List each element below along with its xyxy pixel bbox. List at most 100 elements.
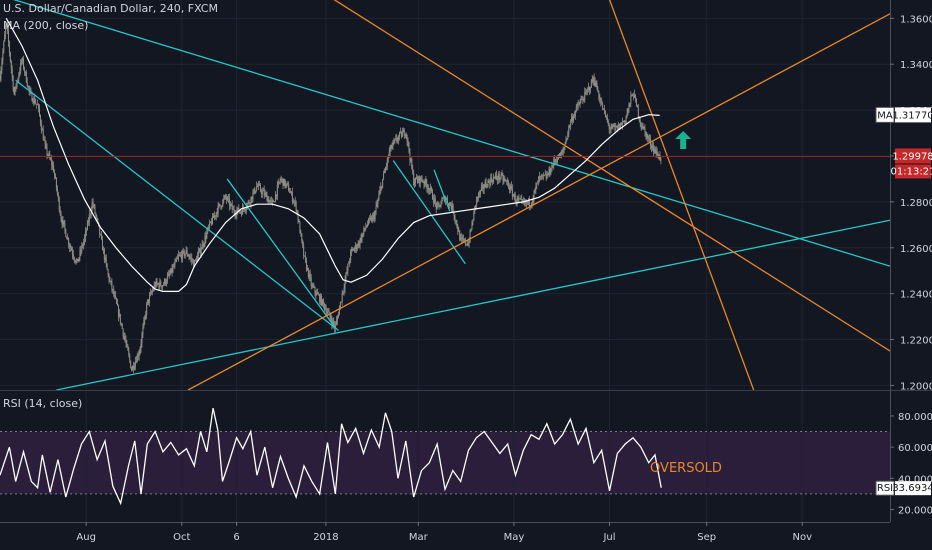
candle-body bbox=[465, 243, 467, 245]
candle-body bbox=[53, 164, 55, 172]
candle-body bbox=[48, 154, 50, 156]
candle-body bbox=[224, 195, 226, 199]
candle-body bbox=[316, 292, 318, 296]
candle-body bbox=[349, 260, 351, 264]
candle-body bbox=[142, 327, 144, 335]
candle-body bbox=[264, 193, 266, 196]
candle-body bbox=[174, 262, 176, 267]
candle-body bbox=[645, 131, 647, 138]
candle-body bbox=[434, 198, 436, 203]
candle-body bbox=[364, 228, 366, 230]
candle-body bbox=[342, 291, 344, 294]
candle-body bbox=[466, 244, 468, 246]
candle-body bbox=[15, 86, 17, 88]
time-tick-label: 6 bbox=[233, 532, 239, 543]
candle-body bbox=[148, 299, 150, 303]
candle-body bbox=[290, 192, 292, 193]
candle-body bbox=[592, 77, 594, 83]
candle-body bbox=[402, 130, 404, 133]
candle-body bbox=[557, 159, 559, 163]
candle-body bbox=[251, 196, 253, 200]
symbol-legend[interactable]: U.S. Dollar/Canadian Dollar, 240, FXCM bbox=[3, 2, 218, 15]
candle-body bbox=[519, 198, 521, 200]
candle-body bbox=[521, 198, 523, 200]
candle-body bbox=[330, 316, 332, 321]
orange-trend-line[interactable] bbox=[608, 0, 755, 391]
candle-body bbox=[541, 174, 543, 176]
candle-body bbox=[623, 120, 625, 122]
candle-body bbox=[111, 281, 113, 290]
candle-body bbox=[229, 203, 231, 206]
rsi-legend[interactable]: RSI (14, close) bbox=[3, 397, 83, 410]
cyan-trend-line[interactable] bbox=[392, 160, 466, 265]
candle-body bbox=[549, 168, 551, 174]
candle-body bbox=[400, 131, 401, 133]
cyan-trend-line[interactable] bbox=[433, 169, 451, 212]
candle-body bbox=[28, 86, 30, 91]
candle-body bbox=[127, 344, 129, 351]
candle-body bbox=[516, 197, 518, 203]
ma-legend[interactable]: MA (200, close) bbox=[3, 19, 89, 32]
candle-body bbox=[608, 124, 610, 130]
candle-body bbox=[481, 185, 483, 187]
candle-body bbox=[499, 177, 501, 179]
candle-body bbox=[177, 257, 179, 259]
candle-body bbox=[416, 179, 418, 182]
candle-body bbox=[559, 153, 561, 158]
candle-body bbox=[350, 250, 352, 261]
candle-body bbox=[443, 196, 445, 199]
candle-body bbox=[302, 240, 304, 246]
orange-trend-line[interactable] bbox=[327, 0, 891, 352]
candle-body bbox=[624, 120, 626, 123]
candle-body bbox=[226, 196, 228, 200]
candle-body bbox=[534, 189, 536, 191]
cyan-trend-line[interactable] bbox=[0, 0, 891, 267]
candle-body bbox=[505, 179, 507, 181]
candle-body bbox=[609, 129, 611, 131]
candle-body bbox=[228, 198, 230, 206]
candle-body bbox=[368, 218, 370, 220]
candle-body bbox=[569, 125, 571, 127]
candle-body bbox=[93, 205, 95, 206]
candle-body bbox=[195, 259, 197, 261]
countdown-label: 01:13:21 bbox=[891, 166, 932, 177]
rsi-axis[interactable]: 80.0000 60.0000 40.0000 20.0000 bbox=[890, 412, 932, 517]
cyan-trend-line[interactable] bbox=[56, 219, 891, 391]
candle-body bbox=[183, 250, 185, 257]
candle-body bbox=[51, 159, 53, 166]
candle-body bbox=[494, 175, 496, 178]
candle-body bbox=[543, 174, 545, 176]
candle-body bbox=[520, 198, 522, 200]
candle-body bbox=[239, 211, 241, 213]
candle-body bbox=[588, 87, 590, 91]
candle-body bbox=[14, 86, 16, 94]
candle-body bbox=[3, 41, 5, 52]
cyan-trend-line[interactable] bbox=[15, 79, 339, 331]
candle-body bbox=[110, 280, 112, 282]
candle-body bbox=[476, 197, 478, 205]
price-tick-label: 1.36000 bbox=[900, 14, 932, 25]
candle-body bbox=[317, 292, 319, 295]
time-axis[interactable]: Aug Oct 6 2018 Mar May Jul Sep Nov bbox=[76, 522, 812, 543]
candle-body bbox=[415, 177, 417, 180]
candle-body bbox=[163, 284, 165, 286]
candle-body bbox=[85, 230, 87, 232]
candle-body bbox=[582, 99, 584, 101]
candle-body bbox=[304, 255, 306, 257]
time-tick-label: 2018 bbox=[313, 532, 338, 543]
rsi-value-label-box bbox=[895, 481, 931, 496]
candle-body bbox=[192, 260, 194, 262]
candle-body bbox=[570, 120, 572, 126]
candle-body bbox=[573, 115, 575, 117]
candle-body bbox=[108, 274, 110, 281]
candle-body bbox=[373, 214, 375, 220]
cyan-trend-line[interactable] bbox=[226, 178, 335, 327]
candle-body bbox=[160, 281, 162, 286]
trend-lines[interactable] bbox=[0, 0, 891, 391]
candle-body bbox=[40, 123, 42, 131]
candle-body bbox=[448, 202, 450, 206]
candle-body bbox=[233, 208, 235, 213]
candle-body bbox=[429, 189, 431, 191]
orange-trend-line[interactable] bbox=[187, 13, 891, 391]
